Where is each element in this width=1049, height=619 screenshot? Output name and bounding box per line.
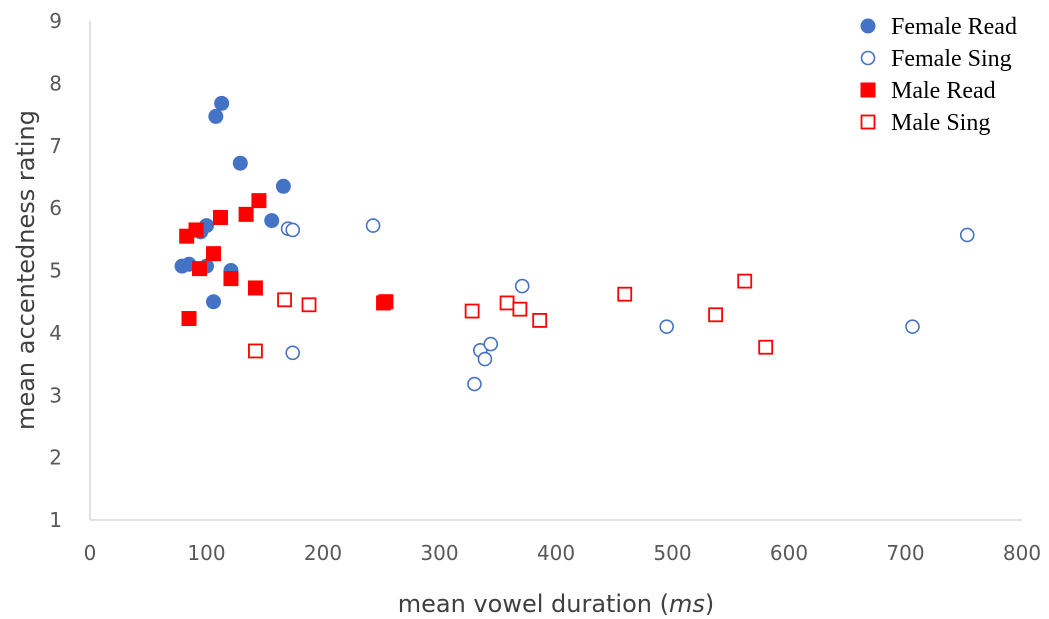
point-male-sing (499, 295, 515, 311)
point-male-read (251, 193, 267, 209)
x-axis-title: mean vowel duration (ms) (398, 590, 715, 618)
point-male-sing (301, 297, 317, 313)
x-tick-label: 800 (1003, 541, 1041, 565)
y-tick-label: 3 (49, 383, 62, 407)
y-tick-labels: 1 2 3 4 5 6 7 8 9 (49, 9, 62, 532)
point-male-read (238, 206, 254, 222)
point-female-sing (477, 351, 493, 367)
point-male-read (205, 246, 221, 262)
point-female-sing (285, 222, 301, 238)
x-axis-title-close: ) (705, 590, 714, 618)
point-male-sing (617, 286, 633, 302)
y-axis-title: mean accentedness rating (12, 110, 40, 430)
point-female-read (275, 178, 291, 194)
point-male-sing (464, 303, 480, 319)
x-tick-label: 0 (84, 541, 97, 565)
x-tick-label: 200 (304, 541, 342, 565)
legend-marker-male-sing (860, 114, 876, 130)
point-male-read (192, 261, 208, 277)
y-tick-label: 6 (49, 196, 62, 220)
point-male-read (188, 222, 204, 238)
x-tick-label: 100 (187, 541, 225, 565)
y-tick-label: 2 (49, 446, 62, 470)
point-male-read (212, 209, 228, 225)
y-tick-label: 8 (49, 71, 62, 95)
x-tick-label: 400 (537, 541, 575, 565)
x-tick-label: 600 (770, 541, 808, 565)
point-female-read (208, 108, 224, 124)
point-male-sing (532, 312, 548, 328)
point-male-sing (737, 273, 753, 289)
legend-label-male-read: Male Read (891, 78, 996, 104)
axes (89, 21, 1022, 521)
point-female-sing (483, 336, 499, 352)
point-female-read (214, 95, 230, 111)
point-female-sing (285, 345, 301, 361)
point-male-sing (708, 307, 724, 323)
point-male-sing (758, 339, 774, 355)
y-tick-label: 1 (49, 508, 62, 532)
point-male-read (247, 280, 263, 296)
point-male-sing (277, 292, 292, 308)
point-female-read (232, 155, 248, 171)
legend-marker-female-read (860, 18, 876, 34)
y-tick-label: 7 (49, 134, 62, 158)
point-female-sing (365, 218, 381, 233)
y-tick-label: 4 (49, 321, 62, 345)
legend-label-male-sing: Male Sing (891, 110, 990, 136)
point-male-read (181, 311, 197, 327)
x-axis-title-unit: ms (669, 590, 705, 618)
legend-marker-female-sing (860, 50, 876, 66)
point-male-read (223, 271, 239, 287)
x-tick-label: 300 (420, 541, 458, 565)
point-female-sing (514, 278, 530, 294)
x-tick-labels: 0 100 200 300 400 500 600 700 800 (84, 541, 1041, 565)
point-female-sing (659, 319, 674, 334)
data-points (174, 95, 975, 392)
x-axis-title-main: mean vowel duration ( (398, 590, 669, 618)
legend-label-female-sing: Female Sing (891, 46, 1012, 72)
legend: Female Read Female Sing Male Read Male Sing (860, 14, 1017, 136)
point-male-sing (512, 301, 528, 317)
point-female-sing (467, 376, 482, 392)
y-tick-label: 5 (49, 259, 62, 283)
legend-label-female-read: Female Read (891, 14, 1017, 40)
x-tick-label: 500 (653, 541, 691, 565)
point-female-read (205, 294, 221, 310)
y-tick-label: 9 (49, 9, 62, 33)
point-female-sing (905, 319, 920, 334)
point-female-read (264, 213, 280, 229)
legend-marker-male-read (860, 82, 876, 98)
point-male-sing (248, 343, 263, 359)
point-male-read (378, 294, 394, 310)
point-female-sing (959, 227, 975, 243)
x-tick-label: 700 (886, 541, 924, 565)
